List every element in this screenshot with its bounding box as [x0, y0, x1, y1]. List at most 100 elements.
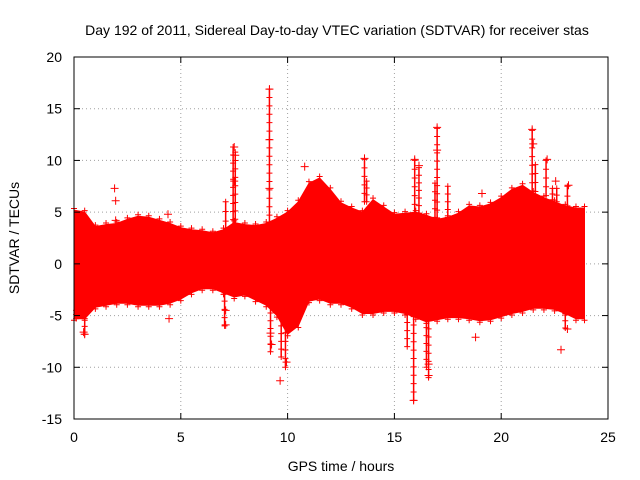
spike-point — [532, 161, 539, 168]
spike-point — [282, 364, 289, 371]
envelope-edge-marker — [156, 215, 163, 222]
spike-point — [404, 343, 411, 350]
spike-point — [266, 178, 273, 185]
spike-point — [221, 298, 228, 305]
envelope-edge-marker — [135, 303, 142, 310]
envelope-edge-marker — [167, 301, 174, 308]
spike-point — [222, 218, 229, 225]
spike-point — [444, 183, 451, 190]
spike-point — [410, 313, 417, 320]
envelope-edge-marker — [530, 306, 537, 313]
envelope-edge-marker — [124, 214, 131, 221]
envelope-edge-marker — [209, 228, 216, 235]
spike-point — [363, 191, 370, 198]
envelope-edge-marker — [391, 309, 398, 316]
spike-point — [232, 207, 239, 214]
envelope-edge-marker — [380, 202, 387, 209]
spike-point — [564, 202, 571, 209]
spike-point — [543, 175, 550, 182]
spike-point — [543, 183, 550, 190]
y-tick-label: 10 — [46, 152, 62, 168]
spike-point — [434, 166, 441, 173]
envelope-edge-marker — [145, 212, 152, 219]
data-point — [563, 325, 572, 334]
envelope-edge-marker — [295, 324, 302, 331]
spike-point — [282, 312, 289, 319]
data-point — [433, 146, 442, 155]
envelope-edge-marker — [252, 221, 259, 228]
envelope-edge-marker — [103, 303, 110, 310]
envelope-edge-marker — [519, 309, 526, 316]
y-tick-label: 15 — [46, 101, 62, 117]
envelope-edge-marker — [327, 184, 334, 191]
data-point — [230, 142, 239, 151]
spike-point — [532, 170, 539, 177]
envelope-edge-marker — [487, 318, 494, 325]
data-point — [79, 328, 88, 337]
data-point — [424, 360, 433, 369]
spike-point — [434, 158, 441, 165]
envelope-edge-marker — [252, 298, 259, 305]
spike-point — [415, 172, 422, 179]
envelope-edge-marker — [423, 210, 430, 217]
spike-point — [529, 144, 536, 151]
spike-point — [543, 192, 550, 199]
envelope-edge-marker — [177, 223, 184, 230]
data-point — [282, 358, 291, 367]
spike-point — [411, 201, 418, 208]
spike-point — [410, 347, 417, 354]
envelope-edge-marker — [466, 317, 473, 324]
spike-point — [266, 119, 273, 126]
x-tick-label: 15 — [387, 429, 403, 445]
envelope-edge-marker — [305, 178, 312, 185]
envelope-edge-marker — [498, 315, 505, 322]
envelope-edge-marker — [167, 218, 174, 225]
spike-point — [232, 199, 239, 206]
spike-point — [529, 153, 536, 160]
y-tick-label: 20 — [46, 49, 62, 65]
data-point — [221, 306, 230, 315]
spike-point — [222, 198, 229, 205]
spike-point — [562, 310, 569, 317]
spike-point — [425, 325, 432, 332]
spike-point — [410, 355, 417, 362]
spike-point — [553, 192, 560, 199]
envelope-edge-marker — [156, 303, 163, 310]
spike-point — [434, 215, 441, 222]
x-tick-label: 20 — [493, 429, 509, 445]
spike-point — [221, 322, 228, 329]
spike-point — [415, 202, 422, 209]
spike-point — [363, 178, 370, 185]
envelope-edge-marker — [466, 201, 473, 208]
spike-point — [564, 193, 571, 200]
spike-point — [232, 216, 239, 223]
spike-point — [410, 363, 417, 370]
y-tick-labels: -15 -10 -5 0 5 10 15 20 — [42, 49, 62, 427]
axis-ticks — [73, 56, 609, 420]
envelope-edge-marker — [316, 297, 323, 304]
data-point — [265, 184, 274, 193]
spike-point — [81, 323, 88, 330]
spike-point — [434, 207, 441, 214]
spike-point — [361, 164, 368, 171]
spike-point — [266, 220, 273, 227]
spike-point — [266, 212, 273, 219]
envelope-edge-marker — [209, 287, 216, 294]
envelope-edge-marker — [380, 309, 387, 316]
envelope-edge-marker — [551, 307, 558, 314]
spike-point — [266, 94, 273, 101]
data-point — [433, 123, 442, 132]
envelope-edge-marker — [241, 293, 248, 300]
spike-point — [415, 179, 422, 186]
spike-point — [411, 175, 418, 182]
spike-point — [282, 355, 289, 362]
spike-point — [415, 187, 422, 194]
data-point — [551, 177, 560, 186]
envelope-edge-marker — [348, 203, 355, 210]
spike-point — [266, 203, 273, 210]
spike-point — [425, 342, 432, 349]
envelope-edge-marker — [402, 208, 409, 215]
spike-point — [410, 330, 417, 337]
spike-point — [278, 330, 285, 337]
